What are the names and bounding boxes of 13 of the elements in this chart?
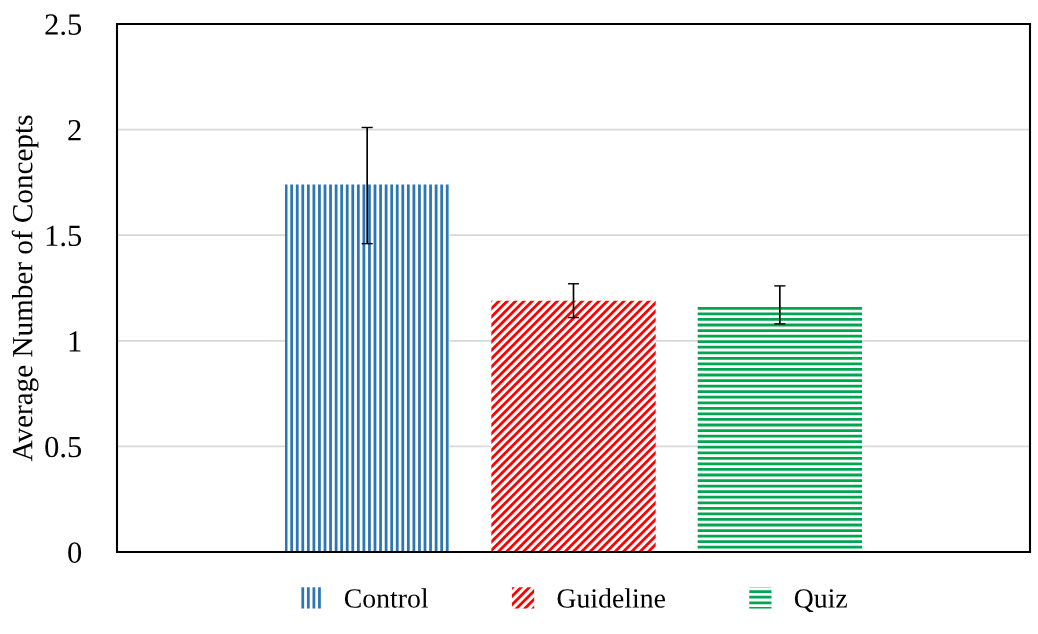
legend-label: Control: [344, 588, 429, 608]
legend-label: Guideline: [557, 588, 665, 608]
bar: [491, 300, 656, 552]
y-tick-label: 0: [68, 542, 82, 563]
y-tick-label: 1: [69, 331, 81, 352]
y-tick-label: 0.5: [45, 436, 82, 458]
y-tick-label: 2.5: [45, 14, 82, 36]
y-axis-title: Average Number of Concepts: [11, 115, 39, 462]
bar: [284, 184, 450, 552]
bar: [697, 307, 863, 552]
y-tick-label: 2: [68, 119, 81, 141]
y-tick-label: 1.5: [46, 225, 82, 247]
legend-label: Quiz: [794, 589, 847, 613]
